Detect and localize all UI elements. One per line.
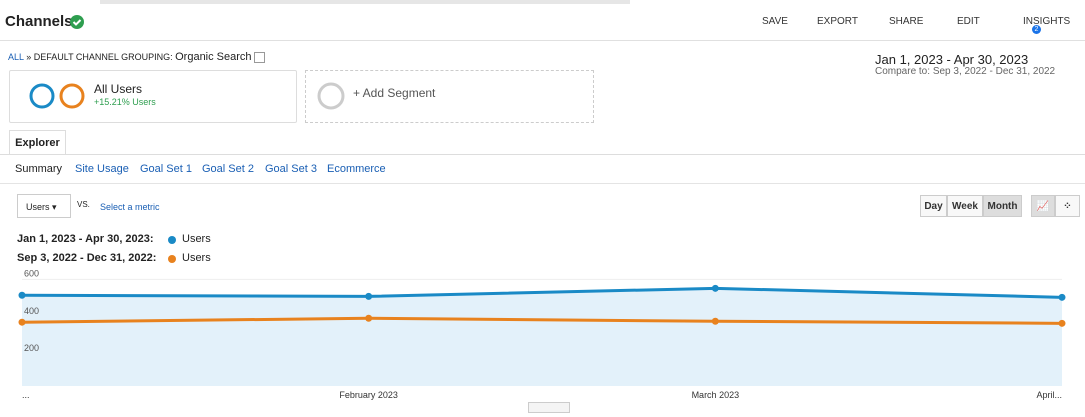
segment-name: All Users <box>94 82 143 96</box>
x-tick-label: ... <box>22 390 30 400</box>
sub-tab[interactable]: Summary <box>15 163 63 175</box>
legend-dot <box>168 236 176 244</box>
action-button[interactable]: INSIGHTS <box>1023 16 1071 27</box>
page-title: Channels <box>5 13 73 30</box>
insights-badge: 2 <box>1032 25 1041 34</box>
breadcrumb-value: Organic Search <box>175 51 252 63</box>
sub-tab[interactable]: Site Usage <box>75 163 129 175</box>
x-tick-label: February 2023 <box>339 390 398 400</box>
tab[interactable]: Explorer <box>9 130 66 155</box>
add-segment[interactable] <box>305 70 594 123</box>
compare-range: Sep 3, 2022 - Dec 31, 2022 <box>932 66 1056 77</box>
x-tick-label: March 2023 <box>692 390 740 400</box>
line <box>21 316 1063 325</box>
point <box>365 314 373 322</box>
legend-dot <box>168 255 176 263</box>
sub-tab[interactable]: Goal Set 3 <box>265 163 317 175</box>
point <box>1058 293 1066 301</box>
search-bar[interactable] <box>100 0 630 4</box>
divider <box>0 183 1085 184</box>
dropdown[interactable] <box>254 52 266 64</box>
date-range[interactable]: Jan 1, 2023 - Apr 30, 2023 <box>875 52 1029 67</box>
verified-icon <box>70 15 84 29</box>
metric: Users <box>26 202 50 212</box>
point <box>711 317 719 325</box>
divider <box>0 40 1085 41</box>
x-tick-label: April... <box>1036 390 1062 400</box>
granularity-button[interactable]: Week <box>947 195 983 217</box>
point <box>711 284 719 292</box>
metric-select[interactable]: Users ▾ <box>17 194 71 218</box>
sub-tab[interactable]: Goal Set 1 <box>140 163 192 175</box>
compare-label: Compare to: <box>875 66 931 77</box>
compare: Compare to: Sep 3, 2022 - Dec 31, 2022 <box>875 66 1055 77</box>
point <box>365 292 373 300</box>
segment-icon <box>29 83 85 109</box>
legend-name: Users <box>182 252 211 264</box>
point <box>18 291 26 299</box>
breadcrumb: ALL » DEFAULT CHANNEL GROUPING: Organic … <box>8 51 266 64</box>
action-button[interactable]: SHARE <box>889 16 924 27</box>
point <box>1058 319 1066 327</box>
granularity-button[interactable]: Month <box>983 195 1022 217</box>
y-tick-label: 600 <box>24 268 39 278</box>
area <box>22 288 1062 386</box>
sub-tab[interactable]: Ecommerce <box>327 163 386 175</box>
line-chart-button[interactable]: 📈 <box>1031 195 1055 217</box>
sub-tab[interactable]: Goal Set 2 <box>202 163 254 175</box>
legend-period: Jan 1, 2023 - Apr 30, 2023: <box>17 233 154 245</box>
y-tick-label: 400 <box>24 306 39 316</box>
y-tick-label: 200 <box>24 343 39 353</box>
action-button[interactable]: SAVE <box>762 16 788 27</box>
action-button[interactable]: EDIT <box>957 16 980 27</box>
breadcrumb-sep: » <box>26 52 32 62</box>
add-segment-label: + Add Segment <box>353 86 436 100</box>
granularity-button[interactable]: Day <box>920 195 947 217</box>
vs: VS. <box>77 200 90 209</box>
legend-period: Sep 3, 2022 - Dec 31, 2022: <box>17 252 157 264</box>
resize-handle[interactable] <box>528 402 570 413</box>
motion-chart-button[interactable]: ⁘ <box>1055 195 1080 217</box>
breadcrumb-dimension: DEFAULT CHANNEL GROUPING: <box>33 52 173 62</box>
divider <box>0 154 1085 155</box>
add-icon <box>317 82 345 110</box>
point <box>18 318 26 326</box>
legend-name: Users <box>182 233 211 245</box>
select-metric[interactable]: Select a metric <box>100 202 160 212</box>
segment-card[interactable] <box>9 70 297 123</box>
breadcrumb-root[interactable]: ALL <box>8 52 24 62</box>
segment-change: +15.21% Users <box>94 97 156 107</box>
action-button[interactable]: EXPORT <box>817 16 858 27</box>
line <box>21 286 1063 299</box>
